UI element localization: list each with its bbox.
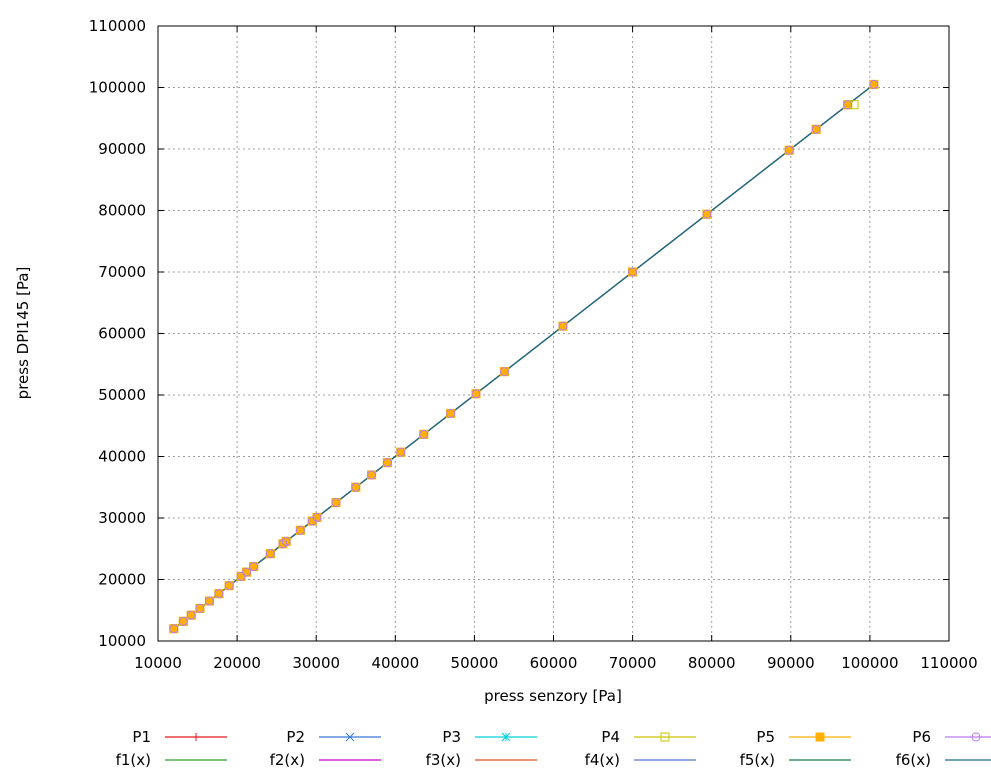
x-tick-label: 90000 xyxy=(767,654,815,672)
y-tick-label: 100000 xyxy=(89,79,146,97)
y-tick-label: 10000 xyxy=(98,632,146,650)
point-P6 xyxy=(446,408,456,418)
point-P6 xyxy=(224,581,234,591)
x-axis-title: press senzory [Pa] xyxy=(484,687,622,705)
point-P6 xyxy=(242,567,252,577)
legend-f3x: f3(x) xyxy=(426,751,537,769)
y-tick-label: 70000 xyxy=(98,263,146,281)
legend-P1: P1 xyxy=(132,728,227,746)
x-tick-label: 30000 xyxy=(292,654,340,672)
y-tick-label: 20000 xyxy=(98,571,146,589)
point-P6 xyxy=(499,367,509,377)
legend-P5-marker xyxy=(815,732,825,742)
legend: P1 P2 P3 P4 P5 P6 f1(x) f2(x) f3(x) f4(x) f5(x) f6(… xyxy=(116,728,991,769)
legend-f5x: f5(x) xyxy=(740,751,851,769)
legend-f6x-label: f6(x) xyxy=(896,751,931,769)
legend-P3-label: P3 xyxy=(442,728,461,746)
y-tick-label: 40000 xyxy=(98,448,146,466)
x-tick-label: 20000 xyxy=(213,654,261,672)
x-tick-label: 10000 xyxy=(134,654,182,672)
point-P6 xyxy=(843,100,853,110)
legend-P6-marker xyxy=(971,732,981,742)
point-P6 xyxy=(367,470,377,480)
point-P6 xyxy=(628,267,638,277)
axis-ticks: 10000 20000 30000 40000 50000 60000 70000 80000… xyxy=(89,17,978,672)
legend-P4-label: P4 xyxy=(601,728,620,746)
legend-P5-label: P5 xyxy=(756,728,775,746)
x-tick-label: 50000 xyxy=(451,654,499,672)
legend-P1-marker xyxy=(192,733,200,741)
point-P6 xyxy=(331,498,341,508)
x-tick-label: 60000 xyxy=(530,654,578,672)
point-P6 xyxy=(195,603,205,613)
point-P6 xyxy=(265,549,275,559)
legend-f4x-label: f4(x) xyxy=(585,751,620,769)
point-P6 xyxy=(281,536,291,546)
legend-P2-marker xyxy=(345,732,355,742)
legend-f6x: f6(x) xyxy=(896,751,991,769)
point-P6 xyxy=(351,482,361,492)
y-axis-title: press DPI145 [Pa] xyxy=(14,267,32,400)
point-P6 xyxy=(811,124,821,134)
point-P6 xyxy=(869,79,879,89)
point-P6 xyxy=(178,616,188,626)
legend-f5x-label: f5(x) xyxy=(740,751,775,769)
legend-f1x-label: f1(x) xyxy=(116,751,151,769)
point-P6 xyxy=(396,447,406,457)
y-tick-label: 90000 xyxy=(98,140,146,158)
x-tick-label: 40000 xyxy=(371,654,419,672)
point-P6 xyxy=(236,571,246,581)
legend-f2x-label: f2(x) xyxy=(270,751,305,769)
y-tick-label: 30000 xyxy=(98,509,146,527)
x-tick-label: 70000 xyxy=(609,654,657,672)
legend-P3-marker xyxy=(501,732,511,742)
x-tick-label: 110000 xyxy=(920,654,977,672)
y-tick-label: 60000 xyxy=(98,325,146,343)
legend-f4x: f4(x) xyxy=(585,751,696,769)
y-tick-label: 110000 xyxy=(89,17,146,35)
point-P6 xyxy=(419,429,429,439)
point-P6 xyxy=(186,610,196,620)
legend-P4: P4 xyxy=(601,728,696,746)
point-P6 xyxy=(249,562,259,572)
point-P6 xyxy=(784,145,794,155)
point-P6 xyxy=(382,458,392,468)
legend-P6: P6 xyxy=(912,728,991,746)
y-tick-label: 80000 xyxy=(98,202,146,220)
legend-f1x: f1(x) xyxy=(116,751,227,769)
point-P6 xyxy=(214,589,224,599)
x-tick-label: 80000 xyxy=(688,654,736,672)
legend-P1-label: P1 xyxy=(132,728,151,746)
point-P6 xyxy=(278,539,288,549)
point-P4-outlier xyxy=(849,100,859,110)
y-tick-label: 50000 xyxy=(98,386,146,404)
point-P6 xyxy=(471,389,481,399)
legend-P4-marker xyxy=(660,732,670,742)
point-P6 xyxy=(295,525,305,535)
legend-P6-label: P6 xyxy=(912,728,931,746)
legend-P2-label: P2 xyxy=(286,728,305,746)
data-points xyxy=(169,79,879,634)
point-P6 xyxy=(204,596,214,606)
legend-P3: P3 xyxy=(442,728,537,746)
legend-f3x-label: f3(x) xyxy=(426,751,461,769)
point-P6 xyxy=(312,512,322,522)
point-P6 xyxy=(169,624,179,634)
legend-P2: P2 xyxy=(286,728,381,746)
legend-P5: P5 xyxy=(756,728,851,746)
point-P6 xyxy=(558,321,568,331)
x-tick-label: 100000 xyxy=(841,654,898,672)
point-P6 xyxy=(702,209,712,219)
legend-f2x: f2(x) xyxy=(270,751,381,769)
series-P6 xyxy=(169,79,879,634)
